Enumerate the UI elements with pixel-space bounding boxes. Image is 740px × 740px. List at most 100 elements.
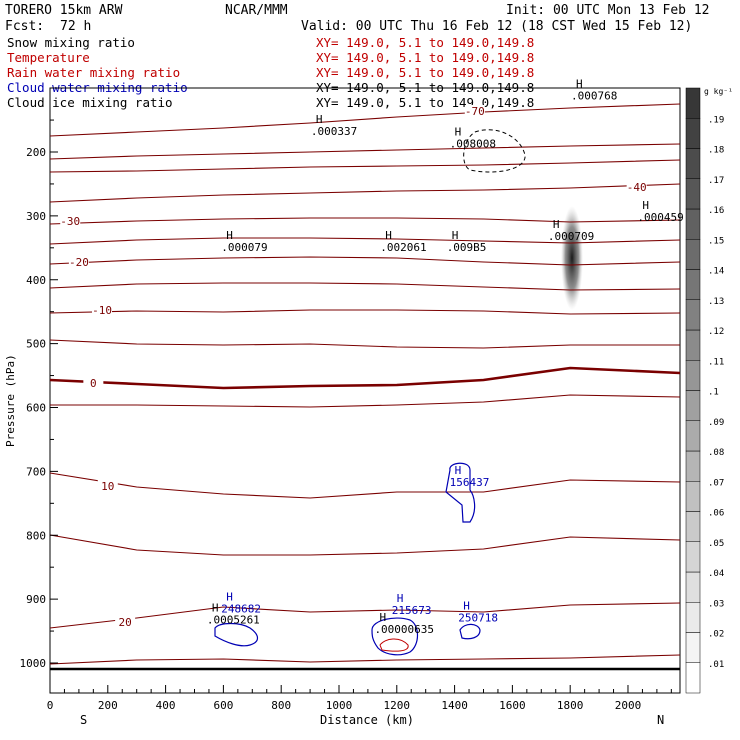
isotherm-line (49, 143, 681, 160)
high-value: .009B5 (447, 241, 487, 254)
high-marker: H (212, 601, 219, 614)
colorbar-label: .11 (708, 357, 724, 367)
high-value: .000768 (571, 90, 617, 103)
y-tick-label: 1000 (20, 657, 47, 670)
y-axis: 200 300 400 500 600 700 800 900 1000 (20, 119, 58, 670)
snow-shaded-column (561, 206, 583, 310)
field-name-temp: Temperature (7, 50, 90, 65)
isotherm-label: 10 (101, 480, 114, 493)
south-end-label: S (80, 713, 87, 727)
cloud-water-high-marker: H (455, 464, 462, 477)
isotherm-line (49, 217, 681, 225)
y-tick-label: 400 (26, 274, 46, 287)
header: TORERO 15km ARW NCAR/MMM Init: 00 UTC Mo… (5, 3, 710, 34)
isotherm-line (49, 472, 681, 499)
colorbar-bin (685, 148, 701, 179)
colorbar-label: .15 (708, 236, 724, 246)
high-value: .000079 (221, 241, 267, 254)
cloud-water-high-value: 156437 (450, 476, 490, 489)
high-marker: H (642, 199, 649, 212)
colorbar-bin (685, 450, 701, 482)
x-tick-label: 1600 (499, 699, 526, 712)
isotherm-line (49, 654, 681, 665)
cloud-water-contour-d (459, 623, 481, 640)
colorbar-bin (685, 390, 701, 421)
colorbar-bin (685, 481, 701, 512)
valid-label: Valid: 00 UTC Thu 16 Feb 12 (18 CST Wed … (301, 19, 692, 34)
isotherm-line (49, 103, 681, 137)
high-marker: H (452, 229, 459, 242)
colorbar-label: .08 (708, 448, 724, 458)
isotherm-line (50, 394, 681, 408)
x-axis: 0 200 400 600 800 1000 1200 1400 1600 1800 2000 (47, 685, 672, 712)
plot-frame (49, 87, 681, 694)
colorbar-bin (685, 602, 701, 633)
colorbar-label: .06 (708, 509, 724, 519)
y-tick-label: 900 (26, 593, 46, 606)
north-end-label: N (657, 713, 664, 727)
high-value: .00000635 (374, 623, 434, 636)
colorbar-label: .19 (708, 115, 724, 125)
colorbar-label: .16 (708, 206, 724, 216)
colorbar-label: .04 (708, 569, 724, 579)
y-tick-label: 800 (26, 529, 46, 542)
isotherm-label-bg (68, 256, 89, 267)
snow-contour-dashed (463, 129, 526, 173)
cloud-water-contour-b (371, 617, 419, 656)
x-tick-label: 0 (47, 699, 54, 712)
isotherm-line (49, 183, 681, 203)
colorbar-label: .18 (708, 146, 724, 156)
x-axis-title: Distance (km) (320, 713, 414, 727)
colorbar-bin (685, 511, 701, 542)
isotherm-line (49, 339, 680, 349)
x-tick-label: 200 (98, 699, 118, 712)
isotherm-line (49, 602, 681, 629)
colorbar-bin (685, 239, 701, 270)
x-tick-label: 600 (213, 699, 233, 712)
x-tick-label: 2000 (615, 699, 642, 712)
colorbar-label: .17 (708, 176, 724, 186)
high-value: .000459 (637, 211, 683, 224)
colorbar-bin (685, 208, 701, 240)
colorbar-bin (685, 571, 701, 603)
colorbar-label: .12 (708, 327, 724, 337)
high-value: .000337 (311, 125, 357, 138)
colorbar-label: .03 (708, 599, 724, 609)
cloud-water-high-value: 248682 (221, 603, 261, 616)
isotherm-label: -10 (92, 304, 112, 317)
colorbar-bin (685, 541, 701, 573)
isotherm-label-bg (115, 616, 136, 627)
colorbar-label: .05 (708, 539, 724, 549)
colorbar-bin (685, 420, 701, 452)
y-tick-label: 600 (26, 402, 46, 415)
colorbar-bin (685, 329, 701, 361)
high-marker: H (379, 611, 386, 624)
isotherm-label-bg (60, 215, 81, 226)
colorbar-bin (685, 178, 701, 210)
high-marker: H (455, 126, 462, 139)
x-tick-label: 1800 (557, 699, 584, 712)
model-title: TORERO 15km ARW (5, 3, 123, 18)
colorbar-bin (685, 299, 701, 331)
center-label: NCAR/MMM (225, 3, 288, 18)
high-value: .008008 (450, 138, 496, 151)
cloud-water-high-value: 250718 (458, 612, 498, 625)
field-xy-snow: XY= 149.0, 5.1 to 149.0,149.8 (316, 35, 534, 50)
isotherm-label: -30 (60, 215, 80, 228)
colorbar-bin (685, 662, 701, 694)
high-value: .000709 (548, 230, 594, 243)
cloud-water-high-marker: H (226, 591, 233, 604)
field-name-cloudice: Cloud ice mixing ratio (7, 95, 173, 110)
isotherm-label-bg (97, 480, 118, 491)
field-name-snow: Snow mixing ratio (7, 35, 135, 50)
isotherm-label: -20 (69, 256, 89, 269)
colorbar-label: .14 (708, 267, 724, 277)
isotherm-label-bg (464, 105, 485, 116)
fcst-label: Fcst: (5, 19, 44, 34)
isotherm-line (49, 366, 681, 390)
x-tick-label: 1000 (326, 699, 353, 712)
isotherm-line (49, 159, 681, 173)
cloud-water-high-marker: H (463, 600, 470, 613)
isotherm-label: -70 (465, 105, 485, 118)
